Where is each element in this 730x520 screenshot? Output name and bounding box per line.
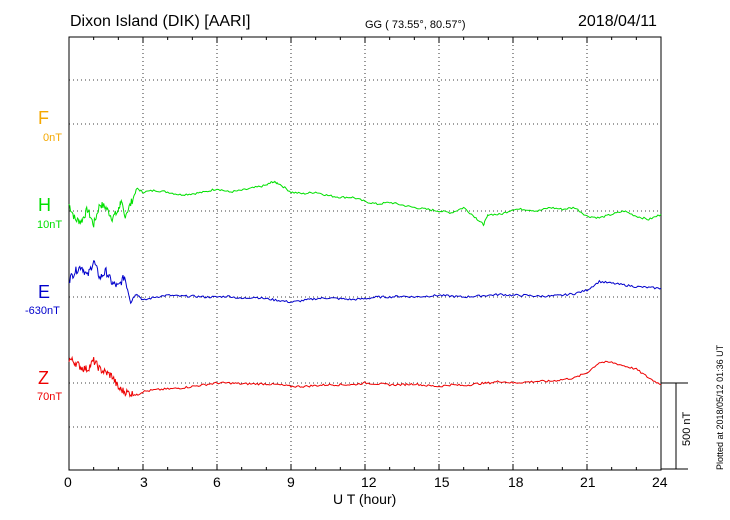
plot-frame <box>68 36 662 471</box>
x-axis-label: U T (hour) <box>333 491 397 507</box>
component-label-e: E <box>38 282 51 302</box>
baseline-label-f: 0nT <box>43 132 62 144</box>
series-line-e <box>68 260 662 305</box>
x-tick-label: 24 <box>652 474 668 490</box>
series-line-z <box>68 355 662 398</box>
x-tick-label: 9 <box>287 474 295 490</box>
station-coordinates: GG ( 73.55°, 80.57°) <box>365 19 466 31</box>
scale-bar <box>661 382 688 470</box>
component-label-h: H <box>38 195 51 215</box>
component-label-z: Z <box>38 368 49 388</box>
x-tick-label: 15 <box>434 474 450 490</box>
x-tick-label: 21 <box>580 474 596 490</box>
component-label-f: F <box>38 108 49 128</box>
x-tick-label: 18 <box>508 474 524 490</box>
x-tick-label: 6 <box>213 474 221 490</box>
series-group <box>68 180 662 398</box>
baseline-label-h: 10nT <box>37 219 63 231</box>
baseline-label-z: 70nT <box>37 391 63 403</box>
station-title: Dixon Island (DIK) [AARI] <box>70 13 251 30</box>
x-tick-label: 3 <box>140 474 148 490</box>
series-line-h <box>68 180 662 228</box>
grid <box>68 37 662 470</box>
x-tick-label: 12 <box>361 474 377 490</box>
x-tick-label: 0 <box>64 474 72 490</box>
plot-date: 2018/04/11 <box>578 13 657 30</box>
baseline-label-e: -630nT <box>25 305 60 317</box>
